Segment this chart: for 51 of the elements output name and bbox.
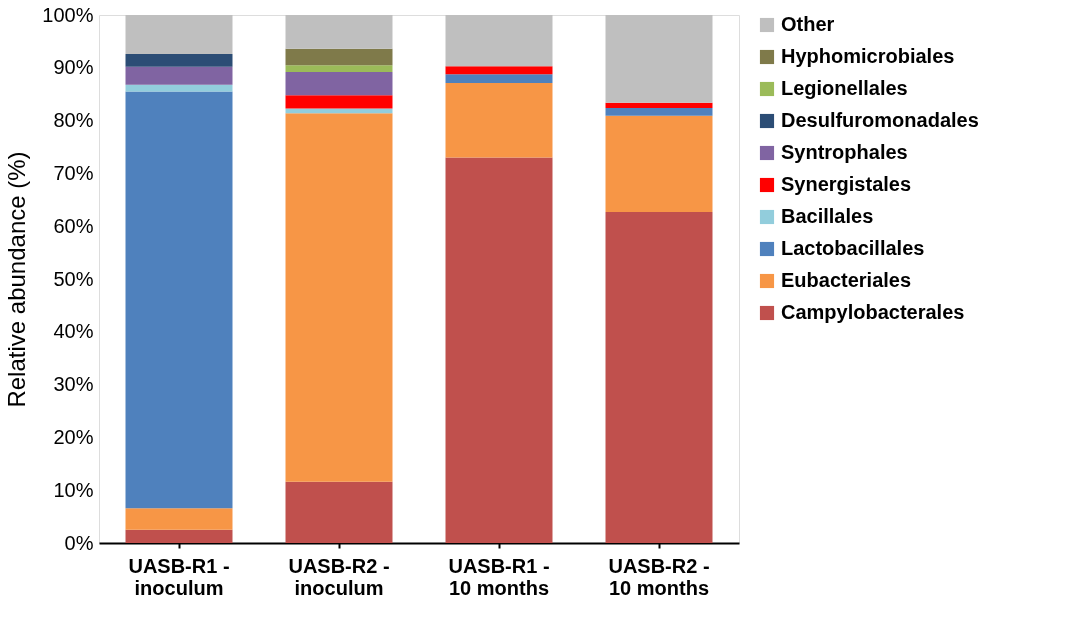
bar [125,84,233,92]
legend-label: Eubacteriales [781,269,912,291]
bar [445,66,553,75]
legend-label: Syntrophales [781,141,908,163]
bar [605,102,713,108]
legend-label: Other [781,13,835,35]
bar [285,15,393,49]
bar [445,74,553,84]
legend-label: Campylobacterales [781,301,965,323]
y-axis-title: Relative abundance (%) [3,151,31,408]
bar [125,66,233,85]
bar [125,529,233,543]
y-tick-label: 80% [53,109,94,132]
bar [605,115,713,212]
y-tick-label: 0% [64,531,94,554]
y-tick-label: 10% [53,478,94,501]
y-tick-label: 20% [53,425,94,448]
bar [445,83,553,158]
y-tick-label: 30% [53,373,94,396]
x-tick-label: UASB-R1 - 10 months [448,554,550,599]
bar [445,15,553,67]
x-tick-label: UASB-R1 - inoculum [128,554,230,599]
bar [285,95,393,109]
bar [285,108,393,114]
bar [125,15,233,55]
y-tick-label: 40% [53,320,94,343]
bar [285,481,393,543]
bar [605,211,713,543]
bar [125,54,233,67]
legend-label: Bacillales [781,205,874,227]
legend-label: Synergistales [781,173,912,195]
bar [125,508,233,530]
bar [285,72,393,96]
bar [605,15,713,103]
bar [285,113,393,482]
bar [285,65,393,73]
y-tick-label: 60% [53,214,94,237]
x-tick-label: UASB-R2 - inoculum [288,554,390,599]
legend-label: Legionellales [781,77,908,99]
bar [285,48,393,66]
y-tick-label: 70% [53,161,94,184]
y-tick-label: 100% [42,3,94,26]
y-tick-label: 50% [53,267,94,290]
bar [445,157,553,543]
legend-label: Desulfuromonadales [781,109,979,131]
bar [125,91,233,509]
x-tick-label: UASB-R2 - 10 months [608,554,710,599]
legend-label: Hyphomicrobiales [781,45,955,67]
y-tick-label: 90% [53,56,94,79]
legend-label: Lactobacillales [781,237,925,259]
bar [605,107,713,116]
